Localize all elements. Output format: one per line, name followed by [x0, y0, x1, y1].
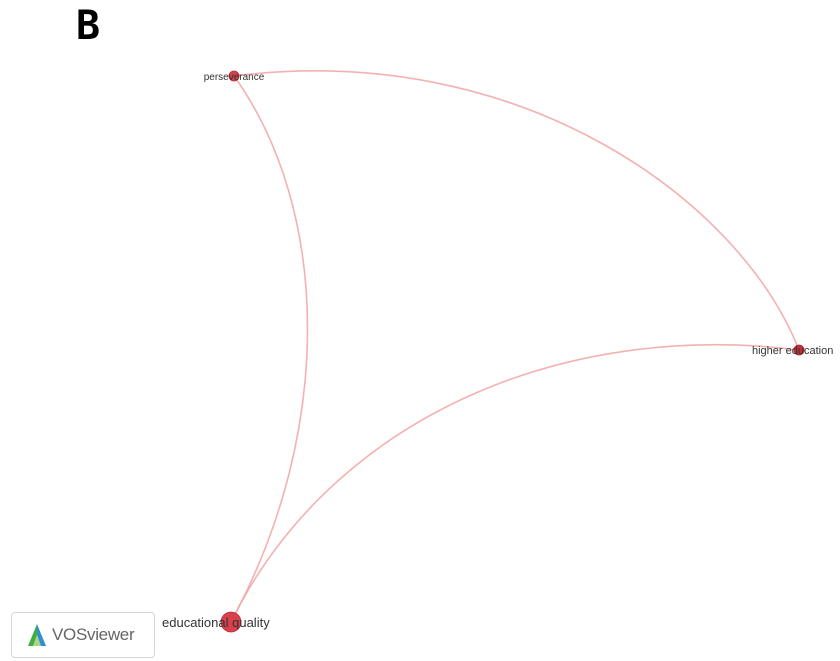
link-educational-quality-higher-education — [230, 343, 800, 623]
node-circle[interactable] — [793, 344, 805, 356]
panel-letter: B — [76, 3, 101, 49]
node-circle[interactable] — [220, 611, 242, 633]
node-label-perseverance: perseverance — [204, 72, 265, 83]
node-circle[interactable] — [228, 70, 240, 82]
links-group — [230, 70, 800, 623]
node-higher-education[interactable]: higher education — [752, 344, 833, 357]
node-educational-quality[interactable]: educational quality — [162, 611, 270, 633]
link-perseverance-educational-quality — [230, 75, 309, 623]
node-label-higher-education: higher education — [752, 345, 833, 357]
vosviewer-logo: VOSviewer — [11, 612, 155, 658]
node-label-educational-quality: educational quality — [162, 615, 270, 630]
vosviewer-logo-icon — [28, 624, 46, 646]
node-perseverance[interactable]: perseverance — [204, 70, 265, 83]
logo-text: VOSviewer — [52, 625, 135, 644]
link-perseverance-higher-education — [233, 70, 800, 351]
